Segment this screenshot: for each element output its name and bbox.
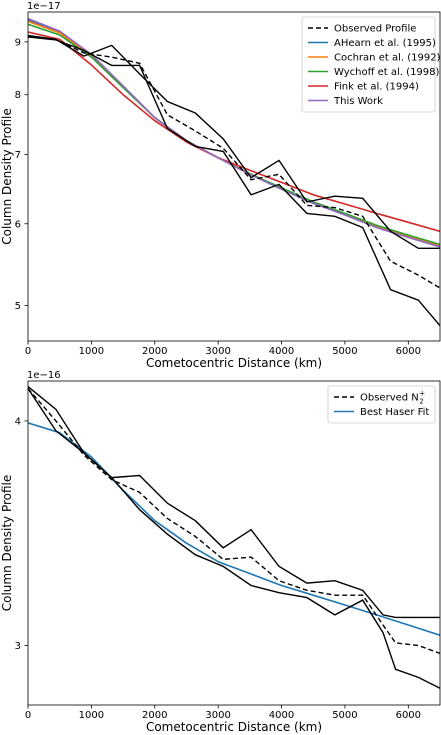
- x-tick-label: 5000: [332, 710, 357, 721]
- y-tick-label: 9: [15, 37, 21, 48]
- chart-1: 0 1000 2000 3000 4000 5000 6000 5 6 7 8 9 1e−17 Comet…: [0, 1, 441, 370]
- x-axis-label: Cometocentric Distance (km): [146, 356, 322, 370]
- x-tick-label: 6000: [396, 346, 421, 357]
- legend-label-5: Fink et al. (1994): [334, 82, 419, 93]
- upper-bound-line: [28, 34, 440, 250]
- x-tick-label: 0: [25, 346, 31, 357]
- lower-bound-line: [28, 388, 440, 689]
- x-tick-label: 0: [25, 710, 31, 721]
- chart-2: 0 1000 2000 3000 4000 5000 6000 3 4 1e−16 Cometoce…: [0, 370, 441, 734]
- observed-profile-line: [28, 36, 440, 289]
- plot-area: [28, 17, 440, 327]
- scale-label: 1e−16: [27, 370, 61, 381]
- x-tick-label: 1000: [79, 346, 104, 357]
- y-axis-label: Column Density Profile: [0, 475, 14, 612]
- y-tick-label: 6: [15, 219, 21, 230]
- observed-profile-line: [28, 388, 440, 655]
- x-tick-label: 5000: [332, 346, 357, 357]
- y-axis-label: Column Density Profile: [0, 108, 14, 245]
- legend-box: [327, 385, 436, 424]
- y-tick-label: 7: [15, 150, 21, 161]
- x-tick-label: 3000: [205, 346, 230, 357]
- legend-label-superscript: +: [419, 390, 425, 398]
- y-tick-label: 8: [15, 90, 21, 101]
- legend-label-4: Wychoff et al. (1998): [334, 67, 440, 78]
- x-tick-label: 6000: [396, 710, 421, 721]
- x-tick-label: 3000: [205, 710, 230, 721]
- series-line-1: [28, 422, 440, 636]
- legend-label-3: Cochran et al. (1992): [334, 53, 441, 64]
- legend-label-2: AHearn et al. (1995): [334, 38, 436, 49]
- series-line-5: [28, 17, 440, 248]
- lower-bound-line: [28, 36, 440, 327]
- legend-label-6: This Work: [333, 96, 383, 107]
- x-tick-label: 4000: [269, 710, 294, 721]
- x-tick-label: 4000: [269, 346, 294, 357]
- x-tick-label: 2000: [142, 710, 167, 721]
- legend-label-1: Observed N: [360, 393, 419, 404]
- y-tick-label: 4: [15, 416, 21, 427]
- plot-area: [28, 386, 440, 689]
- x-axis-label: Cometocentric Distance (km): [146, 720, 322, 734]
- x-tick-label: 2000: [142, 346, 167, 357]
- legend-label-subscript: 2: [419, 398, 423, 406]
- legend-box: [301, 16, 436, 113]
- scale-label: 1e−17: [27, 1, 61, 12]
- y-tick-label: 3: [15, 641, 21, 652]
- y-tick-label: 5: [15, 301, 21, 312]
- axes-frame: [27, 11, 441, 342]
- legend-label-1: Observed Profile: [334, 24, 416, 35]
- series-line-4: [28, 31, 440, 233]
- axes-frame: [27, 380, 441, 706]
- legend-label-2: Best Haser Fit: [360, 407, 429, 418]
- x-tick-label: 1000: [79, 710, 104, 721]
